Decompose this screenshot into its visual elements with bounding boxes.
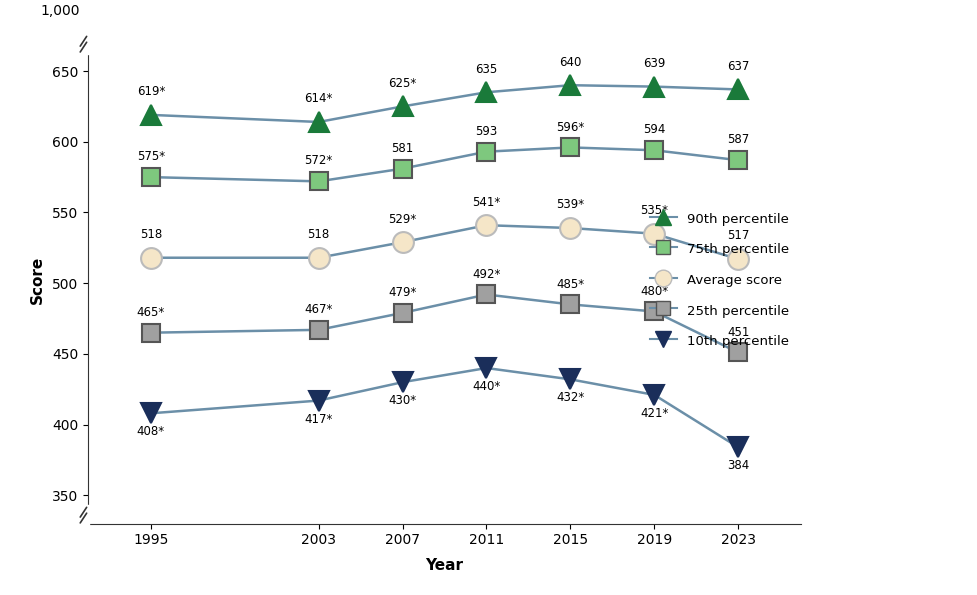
Text: 596*: 596* <box>556 121 584 133</box>
Text: 421*: 421* <box>640 407 668 420</box>
Text: 480*: 480* <box>640 284 668 298</box>
Text: 594: 594 <box>643 123 665 136</box>
Text: 614*: 614* <box>305 92 333 105</box>
Text: 572*: 572* <box>305 155 333 167</box>
Text: 417*: 417* <box>305 412 333 425</box>
Text: 408*: 408* <box>137 425 165 439</box>
Text: 479*: 479* <box>389 286 417 299</box>
Text: 529*: 529* <box>389 212 417 226</box>
Text: 1,000: 1,000 <box>40 4 79 18</box>
Text: 619*: 619* <box>137 85 165 98</box>
Text: 384: 384 <box>727 459 749 472</box>
Text: 635: 635 <box>476 62 497 76</box>
Text: 432*: 432* <box>556 392 584 405</box>
Text: 539*: 539* <box>556 198 584 211</box>
Text: 575*: 575* <box>137 150 165 163</box>
Text: 485*: 485* <box>556 277 584 290</box>
Text: 430*: 430* <box>389 394 416 407</box>
Text: 465*: 465* <box>137 306 165 319</box>
Text: 518: 518 <box>140 228 162 241</box>
Text: 640: 640 <box>559 55 581 68</box>
Text: 492*: 492* <box>472 268 500 281</box>
Y-axis label: Score: Score <box>30 255 45 304</box>
Text: 517: 517 <box>727 230 749 243</box>
Legend: 90th percentile, 75th percentile, Average score, 25th percentile, 10th percentil: 90th percentile, 75th percentile, Averag… <box>645 205 794 354</box>
Text: 535*: 535* <box>640 204 668 217</box>
Text: 467*: 467* <box>305 303 333 316</box>
Text: 581: 581 <box>392 142 413 155</box>
Text: 541*: 541* <box>472 196 500 208</box>
Text: 587: 587 <box>727 133 749 146</box>
Text: 639: 639 <box>643 57 665 70</box>
Text: 440*: 440* <box>472 380 500 393</box>
Text: 625*: 625* <box>389 77 417 90</box>
Text: 637: 637 <box>727 60 749 73</box>
Text: 451: 451 <box>727 325 749 339</box>
Text: 593: 593 <box>476 125 497 138</box>
Text: 518: 518 <box>308 228 330 241</box>
X-axis label: Year: Year <box>426 559 463 574</box>
